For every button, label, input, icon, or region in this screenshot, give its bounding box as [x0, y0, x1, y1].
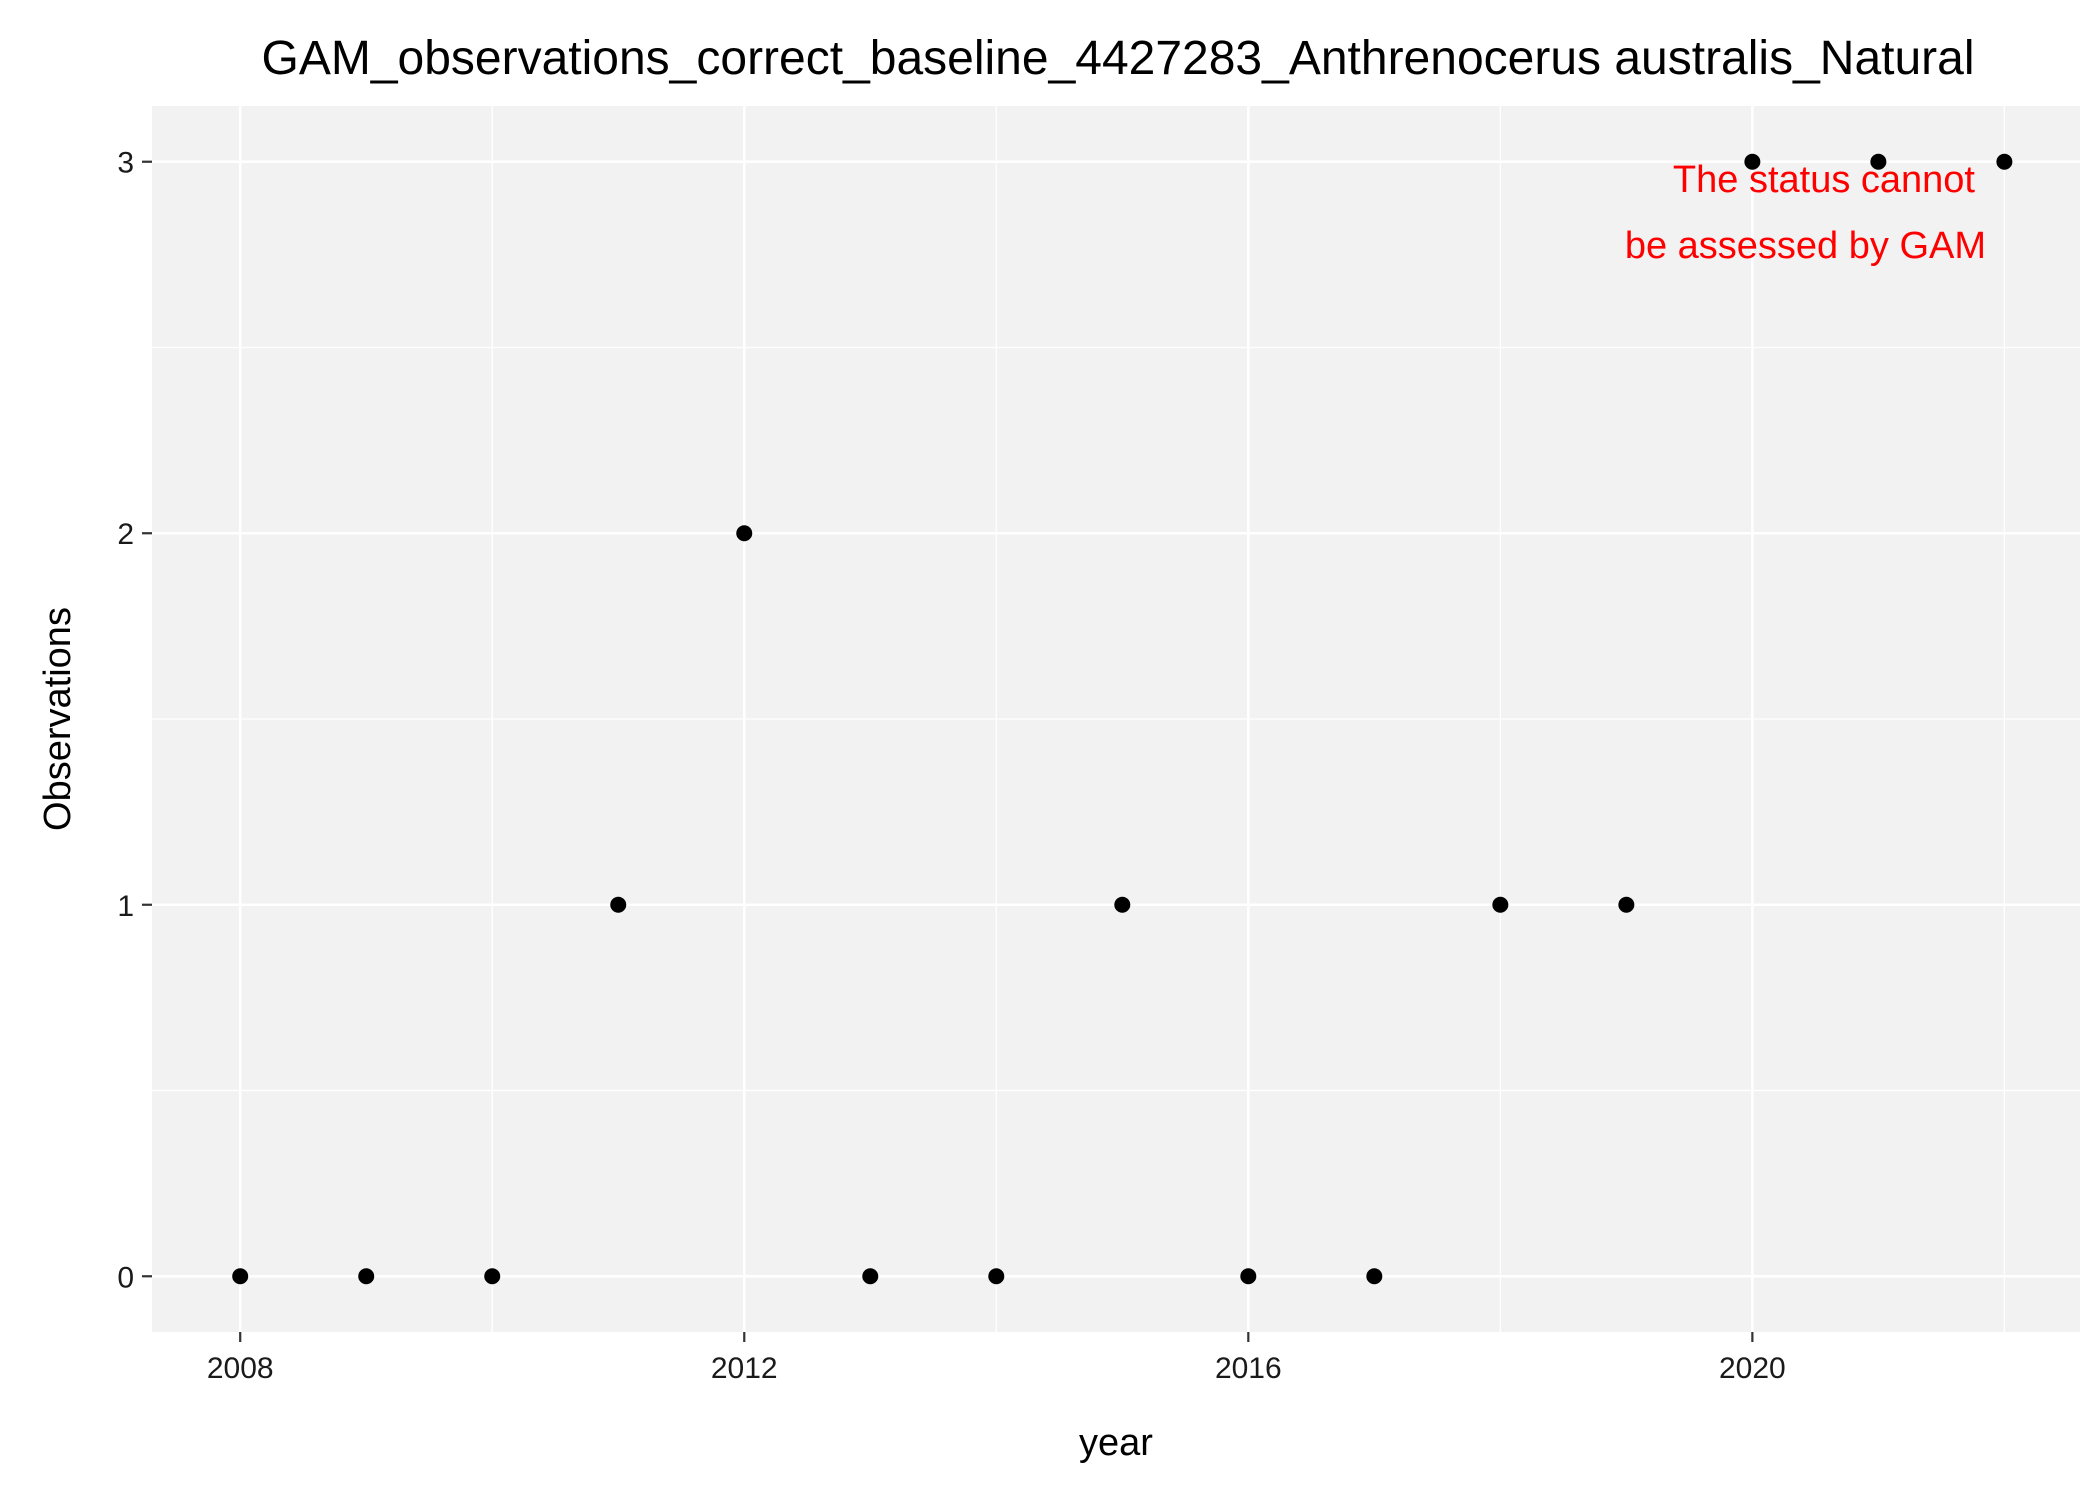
data-point: [988, 1268, 1005, 1285]
data-point: [1744, 153, 1761, 170]
y-tick-label: 1: [117, 890, 134, 923]
data-point: [358, 1268, 375, 1285]
x-tick-label: 2012: [711, 1352, 778, 1385]
axis-labels: GAM_observations_correct_baseline_442728…: [37, 32, 1975, 1464]
gridlines: [152, 106, 2080, 1332]
y-tick-label: 3: [117, 147, 134, 180]
data-point: [610, 896, 627, 913]
data-point: [484, 1268, 501, 1285]
data-point: [1492, 896, 1509, 913]
x-axis-title: year: [1079, 1422, 1153, 1464]
axis-ticks: 2008 2012 2016 2020 0 1 2 3: [117, 147, 1785, 1385]
chart-title: GAM_observations_correct_baseline_442728…: [261, 32, 1974, 85]
data-point: [1366, 1268, 1383, 1285]
data-point: [1996, 153, 2013, 170]
y-axis-title: Observations: [37, 607, 79, 831]
y-tick-label: 0: [117, 1261, 134, 1294]
status-annotation: The status cannot be assessed by GAM: [1625, 159, 1986, 267]
x-tick-label: 2020: [1719, 1352, 1786, 1385]
annotation-line: The status cannot: [1673, 159, 1976, 201]
data-point: [1618, 896, 1635, 913]
x-tick-label: 2016: [1215, 1352, 1282, 1385]
y-tick-label: 2: [117, 518, 134, 551]
data-point: [232, 1268, 249, 1285]
data-point: [1870, 153, 1887, 170]
data-point: [1240, 1268, 1257, 1285]
annotation-line: be assessed by GAM: [1625, 225, 1986, 267]
data-point: [1114, 896, 1131, 913]
data-points: [232, 153, 2013, 1285]
data-point: [862, 1268, 879, 1285]
x-tick-label: 2008: [207, 1352, 274, 1385]
data-point: [736, 525, 753, 542]
